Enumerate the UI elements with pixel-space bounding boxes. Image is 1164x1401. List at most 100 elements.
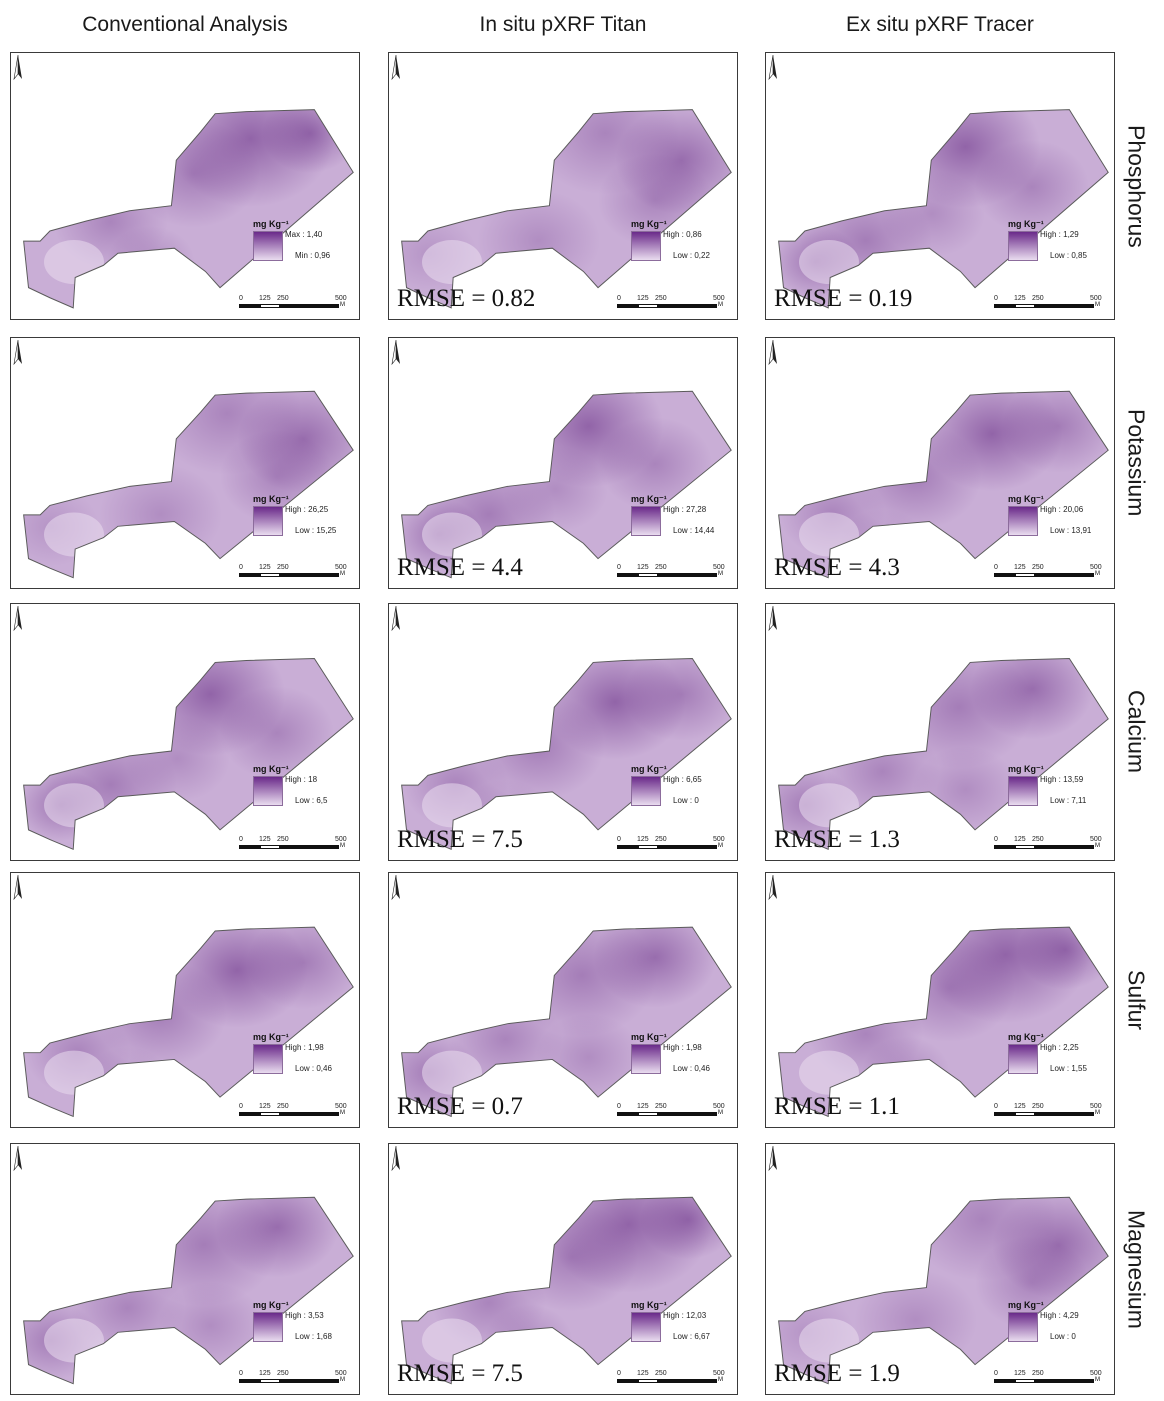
scale-tick-label: 250 [1032,1370,1044,1377]
legend-color-ramp [1008,231,1038,261]
scale-bar: 0 125 250 500 M [239,564,347,580]
north-arrow-icon [13,1145,22,1172]
scale-tick-label: 250 [277,1103,289,1110]
legend-high-value: High : 20,06 [1040,505,1084,514]
scale-bar: 0 125 250 500 M [239,836,347,852]
legend-unit: mg Kg⁻¹ [1008,494,1044,504]
legend-unit: mg Kg⁻¹ [253,219,289,229]
legend-color-ramp [253,506,283,536]
map-panel-phosphorus-exsitu: mg Kg⁻¹ High : 1,29 Low : 0,85 0 125 250 500 M R… [765,52,1115,320]
scale-bar: 0 125 250 500 M [239,1370,347,1386]
scale-bar: 0 125 250 500 M [239,1103,347,1119]
legend-high-value: High : 1,98 [285,1043,324,1052]
rmse-label: RMSE = 4.4 [397,554,523,581]
field-map [778,926,1109,1118]
legend-unit: mg Kg⁻¹ [1008,1300,1044,1310]
map-panel-sulfur-exsitu: mg Kg⁻¹ High : 2,25 Low : 1,55 0 125 250 500 M R… [765,872,1115,1128]
north-arrow-icon [13,339,22,366]
scale-tick-label: 250 [655,1103,667,1110]
scale-tick-label: 250 [277,564,289,571]
scale-tick-label: 500 [335,564,347,571]
scale-tick-label: 500 [713,1370,725,1377]
scale-tick-label: 500 [335,1370,347,1377]
scale-bar: 0 125 250 500 M [994,1103,1102,1119]
legend-low-value: Low : 13,91 [1050,526,1092,535]
scale-tick-label: 125 [259,1103,271,1110]
legend-low-value: Low : 1,55 [1050,1064,1087,1073]
scale-tick-label: 500 [1090,564,1102,571]
north-arrow-icon [391,54,400,81]
scale-bar: 0 125 250 500 M [617,564,725,580]
map-panel-potassium-insitu: mg Kg⁻¹ High : 27,28 Low : 14,44 0 125 250 500… [388,337,738,589]
scale-tick-label: 0 [994,1103,998,1110]
row-label-sulfur: Sulfur [1123,969,1150,1031]
row-label-magnesium: Magnesium [1123,1209,1150,1329]
rmse-label: RMSE = 7.5 [397,1360,523,1387]
scale-tick-label: 125 [637,564,649,571]
north-arrow-icon [13,874,22,901]
scale-tick-label: 250 [1032,295,1044,302]
scale-tick-label: 125 [1014,836,1026,843]
legend-low-value: Low : 1,68 [295,1332,332,1341]
legend-unit: mg Kg⁻¹ [253,764,289,774]
scale-tick-label: 500 [713,1103,725,1110]
scale-unit: M [340,843,345,849]
legend-low-value: Low : 14,44 [673,526,715,535]
scale-tick-label: 125 [259,1370,271,1377]
scale-tick-label: 500 [713,564,725,571]
north-arrow-icon [391,874,400,901]
legend-high-value: High : 1,98 [663,1043,702,1052]
legend-low-value: Low : 0,85 [1050,251,1087,260]
scale-unit: M [1095,1110,1100,1116]
field-map [401,390,732,579]
legend-color-ramp [631,1312,661,1342]
column-title-insitu: In situ pXRF Titan [479,13,647,36]
legend-high-value: High : 2,25 [1040,1043,1079,1052]
scale-unit: M [718,1377,723,1383]
scale-bar: 0 125 250 500 M [994,1370,1102,1386]
row-label-phosphorus: Phosphorus [1123,124,1150,248]
field-map [401,109,732,309]
scale-tick-label: 0 [994,1370,998,1377]
scale-tick-label: 0 [617,1103,621,1110]
legend-high-value: High : 6,65 [663,775,702,784]
legend-color-ramp [631,506,661,536]
field-map [401,658,732,851]
scale-tick-label: 125 [259,564,271,571]
row-label-potassium: Potassium [1123,409,1150,517]
field-map [23,1196,354,1385]
row-label-calcium: Calcium [1123,690,1150,774]
scale-bar: 0 125 250 500 M [994,564,1102,580]
scale-unit: M [1095,571,1100,577]
legend-unit: mg Kg⁻¹ [253,494,289,504]
scale-bar: 0 125 250 500 M [994,295,1102,311]
legend-high-value: High : 12,03 [663,1311,707,1320]
legend-color-ramp [1008,1312,1038,1342]
scale-unit: M [340,1377,345,1383]
scale-tick-label: 0 [617,295,621,302]
scale-tick-label: 125 [259,295,271,302]
scale-tick-label: 500 [1090,836,1102,843]
scale-tick-label: 125 [637,1370,649,1377]
legend-low-value: Low : 7,11 [1050,796,1087,805]
legend-high-value: High : 13,59 [1040,775,1084,784]
scale-tick-label: 0 [994,564,998,571]
scale-unit: M [718,1110,723,1116]
scale-bar: 0 125 250 500 M [994,836,1102,852]
legend-unit: mg Kg⁻¹ [1008,219,1044,229]
column-title-exsitu: Ex situ pXRF Tracer [846,13,1034,36]
legend-high-value: High : 1,29 [1040,230,1079,239]
legend-unit: mg Kg⁻¹ [631,219,667,229]
scale-tick-label: 250 [655,836,667,843]
legend-color-ramp [631,1044,661,1074]
scale-tick-label: 250 [1032,1103,1044,1110]
scale-unit: M [718,843,723,849]
field-map [778,109,1109,309]
scale-tick-label: 125 [1014,295,1026,302]
scale-unit: M [718,302,723,308]
field-map [23,109,354,309]
scale-tick-label: 0 [617,564,621,571]
scale-unit: M [340,1110,345,1116]
scale-bar: 0 125 250 500 M [617,1103,725,1119]
field-map [778,390,1109,579]
